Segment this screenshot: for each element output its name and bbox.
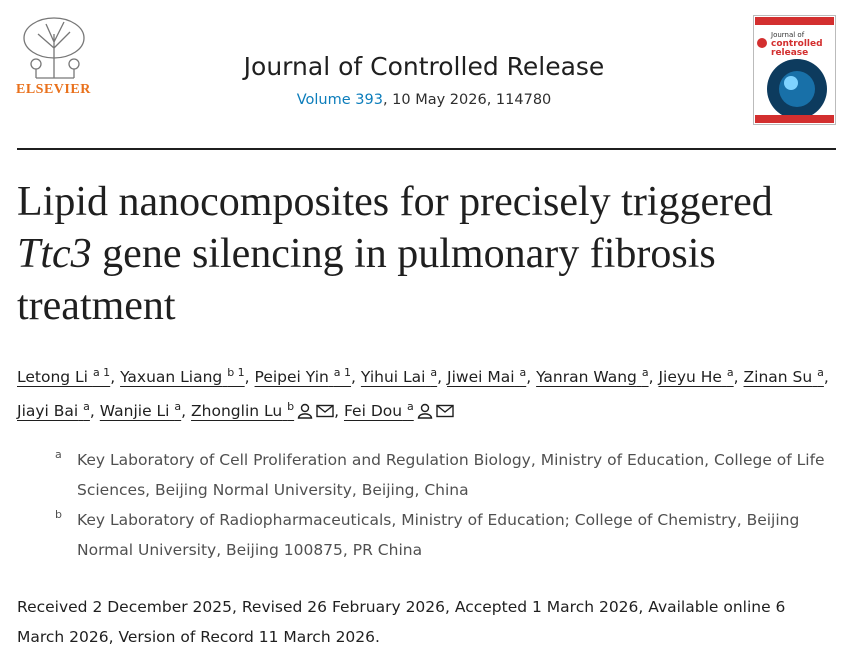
title-text: Lipid nanocomposites for precisely trigg… — [17, 179, 773, 225]
author-name-text: Fei Dou — [343, 402, 403, 420]
author-name-text: Zinan Su — [743, 368, 813, 386]
author-separator: , — [351, 368, 356, 386]
author-entry: Fei Dou a — [343, 400, 454, 420]
volume-link[interactable]: Volume 393 — [296, 92, 383, 108]
author-name-text: Wanjie Li — [99, 402, 170, 420]
gene-name: Ttc3 — [17, 231, 92, 277]
divider — [17, 148, 836, 150]
author-separator: , — [181, 402, 187, 420]
affiliation: b Key Laboratory of Radiopharmaceuticals,… — [55, 505, 835, 565]
author-name-text: Peipei Yin — [254, 368, 329, 386]
author-entry: Yihui Lai a, — [360, 366, 443, 386]
affiliation-text: Key Laboratory of Radiopharmaceuticals, … — [77, 511, 800, 559]
author-name-text: Yihui Lai — [360, 368, 426, 386]
publisher-name: ELSEVIER — [16, 82, 91, 97]
author-name[interactable]: Wanjie Li a — [99, 400, 182, 420]
author-name[interactable]: Yihui Lai a — [360, 366, 438, 386]
affiliation-text: Key Laboratory of Cell Proliferation and… — [77, 451, 825, 499]
author-entry: Jiwei Mai a, — [447, 366, 532, 386]
author-entry: Jiayi Bai a, — [17, 400, 95, 420]
author-name-text: Yanran Wang — [536, 368, 637, 386]
author-separator: , — [526, 368, 532, 386]
author-name[interactable]: Zhonglin Lu b — [191, 400, 295, 420]
article-title: Lipid nanocomposites for precisely trigg… — [17, 176, 847, 332]
author-entry: Wanjie Li a, — [99, 400, 187, 420]
author-entry: Zhonglin Lu b, — [191, 400, 340, 420]
publisher-logo — [23, 17, 85, 79]
email-icon[interactable] — [436, 403, 454, 419]
author-separator: , — [110, 368, 116, 386]
author-affiliation-marker: a 1 — [333, 366, 352, 379]
author-affiliation-marker: a — [519, 366, 527, 379]
person-icon[interactable] — [297, 403, 313, 419]
author-list: Letong Li a 1, Yaxuan Liang b 1, Peipei … — [17, 358, 832, 426]
author-separator: , — [648, 368, 654, 386]
author-affiliation-marker: b 1 — [227, 366, 245, 379]
author-entry: Yanran Wang a, — [536, 366, 654, 386]
author-entry: Peipei Yin a 1, — [254, 366, 356, 386]
journal-cover[interactable]: Journal of controlled release — [753, 15, 836, 125]
issue-details: , 10 May 2026, 114780 — [382, 92, 552, 108]
author-affiliation-marker: a 1 — [92, 366, 111, 379]
cover-text: Journal of — [770, 31, 805, 39]
author-affiliation-marker: a — [83, 400, 90, 413]
author-separator: , — [244, 368, 250, 386]
email-icon[interactable] — [316, 403, 334, 419]
author-name-text: Letong Li — [17, 368, 88, 386]
author-name-text: Jieyu He — [658, 368, 722, 386]
author-name[interactable]: Jiayi Bai a — [17, 400, 90, 420]
author-name-text: Zhonglin Lu — [191, 402, 283, 420]
author-entry: Yaxuan Liang b 1, — [120, 366, 250, 386]
author-name-text: Jiayi Bai — [17, 402, 79, 420]
issue-info: Volume 393, 10 May 2026, 114780 — [0, 92, 848, 108]
author-name[interactable]: Zinan Su a — [743, 366, 824, 386]
author-name-text: Yaxuan Liang — [120, 368, 223, 386]
author-name[interactable]: Fei Dou a — [343, 400, 414, 420]
author-separator: , — [437, 368, 443, 386]
author-separator: , — [89, 402, 95, 420]
author-affiliation-marker: a — [174, 400, 182, 413]
cover-text: release — [771, 48, 808, 58]
author-name-text: Jiwei Mai — [447, 368, 515, 386]
author-separator: , — [733, 368, 739, 386]
author-name[interactable]: Jiwei Mai a — [447, 366, 527, 386]
affiliation: a Key Laboratory of Cell Proliferation an… — [55, 445, 835, 505]
author-affiliation-marker: a — [641, 366, 649, 379]
author-separator: , — [334, 402, 340, 420]
author-affiliation-marker: a — [430, 366, 438, 379]
author-entry: Jieyu He a, — [658, 366, 739, 386]
cover-text: controlled — [771, 39, 823, 49]
article-history: Received 2 December 2025, Revised 26 Feb… — [17, 598, 786, 646]
author-affiliation-marker: a — [726, 366, 734, 379]
author-affiliation-marker: a — [407, 400, 414, 413]
person-icon[interactable] — [417, 403, 433, 419]
author-affiliation-marker: b — [287, 400, 295, 413]
author-name[interactable]: Letong Li a 1 — [17, 366, 111, 386]
author-separator: , — [823, 368, 829, 386]
affiliation-label: b — [55, 508, 62, 521]
journal-title[interactable]: Journal of Controlled Release — [243, 52, 605, 81]
author-name[interactable]: Jieyu He a — [658, 366, 734, 386]
affiliation-list: a Key Laboratory of Cell Proliferation an… — [55, 445, 835, 565]
affiliation-label: a — [55, 448, 62, 461]
author-entry: Letong Li a 1, — [17, 366, 116, 386]
author-affiliation-marker: a — [817, 366, 824, 379]
title-text: gene silencing in pulmonary fibrosis tre… — [17, 231, 716, 329]
author-name[interactable]: Yaxuan Liang b 1 — [120, 366, 245, 386]
author-name[interactable]: Yanran Wang a — [536, 366, 649, 386]
author-name[interactable]: Peipei Yin a 1 — [254, 366, 352, 386]
author-entry: Zinan Su a, — [743, 366, 829, 386]
